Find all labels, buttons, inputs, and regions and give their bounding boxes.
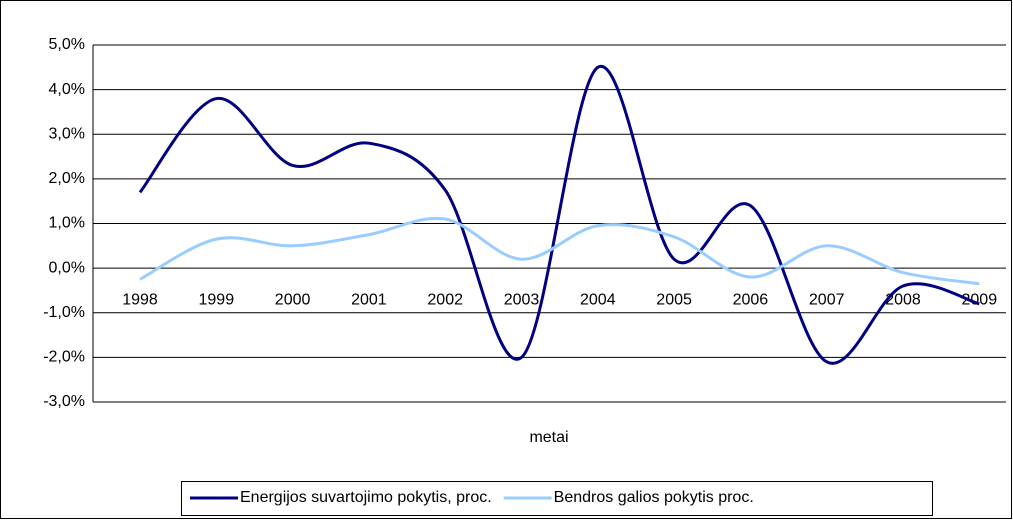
- y-tick-label: 5,0%: [49, 36, 85, 53]
- x-tick-label: 2009: [962, 291, 998, 308]
- line-series: [139, 216, 980, 286]
- x-tick-label: 2002: [427, 291, 463, 308]
- x-tick-label: 2003: [504, 291, 540, 308]
- x-tick-label: 2005: [656, 291, 692, 308]
- y-tick-label: -3,0%: [43, 393, 85, 410]
- y-tick-label: 2,0%: [49, 170, 85, 187]
- x-tick-label: 2000: [275, 291, 311, 308]
- y-tick-label: 3,0%: [49, 125, 85, 142]
- legend-label: Energijos suvartojimo pokytis, proc.: [240, 489, 492, 506]
- x-tick-label: 1998: [122, 291, 158, 308]
- y-tick-label: 1,0%: [49, 215, 85, 232]
- y-tick-label: 4,0%: [49, 81, 85, 98]
- y-tick-label: -2,0%: [43, 349, 85, 366]
- x-tick-label: 2004: [580, 291, 616, 308]
- x-tick-label: 2007: [809, 291, 845, 308]
- legend-box: [181, 481, 933, 516]
- x-axis-label: metai: [529, 429, 568, 446]
- legend-label: Bendros galios pokytis proc.: [554, 489, 754, 506]
- x-tick-label: 2006: [733, 291, 769, 308]
- x-tick-label: 2008: [885, 291, 921, 308]
- y-tick-label: -1,0%: [43, 304, 85, 321]
- y-tick-label: 0,0%: [49, 259, 85, 276]
- x-tick-label: 2001: [351, 291, 387, 308]
- x-tick-label: 1999: [199, 291, 235, 308]
- line-series: [138, 65, 980, 365]
